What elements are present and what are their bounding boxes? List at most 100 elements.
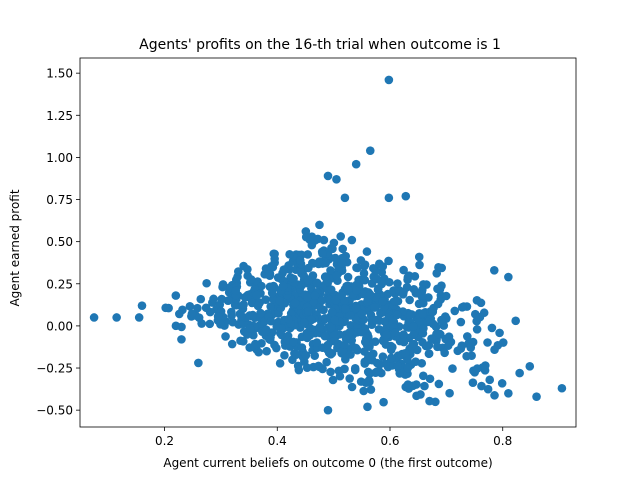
data-point (252, 290, 262, 300)
y-axis-label: Agent earned profit (8, 189, 22, 306)
data-point (445, 388, 454, 398)
data-point (324, 348, 334, 358)
data-point (251, 339, 260, 349)
data-point (350, 364, 360, 373)
data-point (351, 303, 361, 313)
y-tick-label: 1.00 (46, 151, 73, 165)
data-point (303, 250, 313, 259)
data-point (475, 312, 485, 322)
data-point (309, 297, 318, 307)
data-point (457, 303, 467, 312)
data-point (437, 315, 446, 325)
data-point (243, 271, 252, 281)
data-point (352, 286, 361, 296)
data-point (177, 335, 186, 344)
data-point (234, 267, 243, 276)
data-point (363, 402, 372, 412)
data-point (420, 381, 429, 391)
data-point (315, 220, 324, 230)
data-point (294, 365, 304, 375)
data-point (310, 291, 320, 300)
data-point (504, 389, 513, 398)
y-tick-label: 1.25 (46, 109, 73, 123)
data-point (347, 235, 357, 245)
data-point (359, 269, 369, 278)
data-point (378, 262, 388, 271)
data-point (161, 303, 170, 313)
data-point (495, 328, 504, 338)
data-point (338, 244, 348, 254)
data-point (308, 258, 317, 268)
data-point (365, 290, 375, 299)
data-point (261, 325, 271, 334)
data-point (302, 333, 312, 343)
data-point (227, 311, 236, 320)
y-tick-label: 1.50 (46, 67, 73, 81)
data-point (390, 297, 400, 306)
data-point (323, 405, 333, 415)
data-point (483, 384, 493, 394)
data-point (379, 397, 388, 407)
x-tick-label: 0.6 (380, 434, 399, 448)
data-point (323, 171, 333, 181)
data-point (261, 295, 271, 305)
data-point (213, 312, 223, 321)
data-point (267, 288, 277, 298)
data-point (409, 322, 418, 331)
data-point (345, 327, 355, 337)
data-point (372, 274, 382, 284)
data-point (209, 294, 218, 304)
data-point (302, 293, 312, 302)
data-point (456, 317, 466, 327)
x-tick-label: 0.8 (493, 434, 512, 448)
data-point (392, 310, 402, 320)
data-point (332, 175, 341, 184)
data-point (326, 266, 335, 275)
data-point (345, 311, 355, 320)
data-point (472, 296, 482, 305)
data-point (264, 270, 274, 279)
data-point (393, 361, 403, 371)
data-point (217, 294, 227, 304)
data-point (359, 386, 368, 396)
data-point (419, 298, 428, 308)
data-point (337, 258, 347, 268)
data-point (278, 281, 288, 291)
data-point (372, 293, 381, 302)
y-tick-label: 0.75 (46, 193, 73, 207)
data-point (193, 303, 202, 313)
data-point (490, 345, 499, 355)
data-point (361, 378, 371, 388)
data-point (378, 297, 388, 306)
data-point (532, 392, 541, 401)
data-point (428, 319, 438, 329)
data-point (257, 281, 266, 291)
data-point (472, 325, 482, 334)
data-point (320, 331, 330, 341)
data-point (360, 337, 370, 347)
data-points (89, 75, 567, 415)
data-point (468, 378, 478, 388)
data-point (228, 317, 238, 327)
data-point (245, 324, 255, 333)
data-point (437, 263, 447, 273)
data-point (386, 345, 396, 355)
data-point (340, 193, 350, 203)
data-point (321, 314, 330, 324)
data-point (489, 266, 499, 275)
data-point (270, 340, 279, 350)
data-point (384, 75, 394, 85)
data-point (511, 316, 520, 326)
data-point (386, 353, 396, 363)
data-point (289, 337, 298, 347)
data-point (373, 285, 383, 294)
data-point (403, 380, 413, 389)
data-point (134, 313, 144, 322)
data-point (448, 364, 457, 373)
data-point (290, 298, 300, 308)
data-point (343, 285, 353, 294)
data-point (312, 278, 322, 288)
data-point (205, 319, 215, 329)
data-point (266, 316, 276, 326)
data-point (330, 253, 340, 263)
